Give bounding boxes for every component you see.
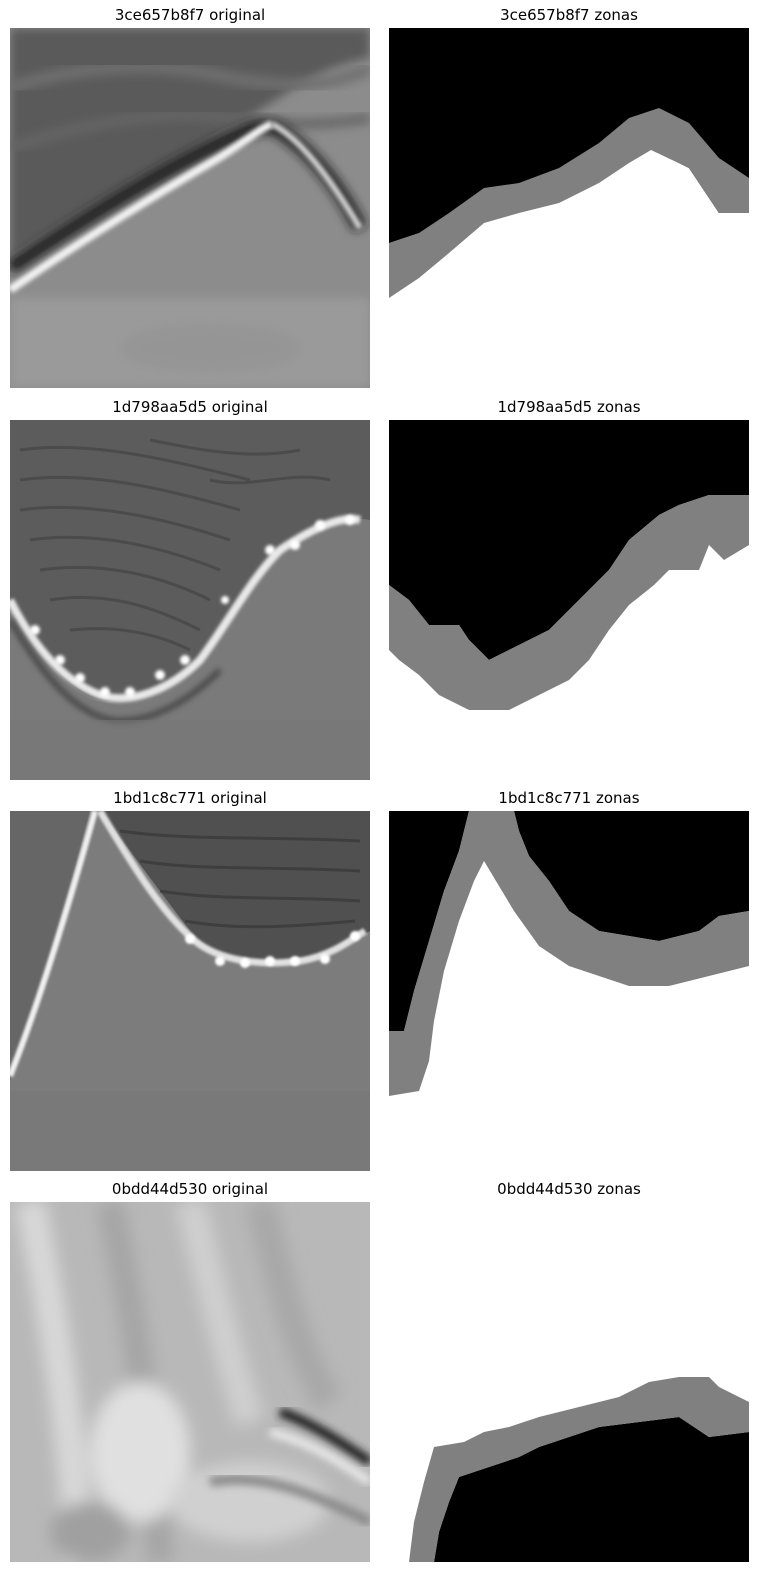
panel-title-6: 1bd1c8c771 zonas bbox=[498, 789, 640, 807]
zone-mask-2 bbox=[389, 420, 749, 780]
zone-mask-4 bbox=[389, 1202, 749, 1562]
seismic-image-4 bbox=[10, 1202, 370, 1562]
zone-mask-1 bbox=[389, 28, 749, 388]
panel-title-3: 1d798aa5d5 original bbox=[112, 398, 268, 416]
zone-mask-3 bbox=[389, 811, 749, 1171]
panel-title-4: 1d798aa5d5 zonas bbox=[497, 398, 641, 416]
panel-title-8: 0bdd44d530 zonas bbox=[497, 1180, 641, 1198]
seismic-image-1 bbox=[10, 28, 370, 388]
panel-title-1: 3ce657b8f7 original bbox=[114, 6, 266, 24]
panel-title-7: 0bdd44d530 original bbox=[111, 1180, 269, 1198]
seismic-image-3 bbox=[10, 811, 370, 1171]
panel-title-5: 1bd1c8c771 original bbox=[113, 789, 267, 807]
seismic-image-2 bbox=[10, 420, 370, 780]
panel-title-2: 3ce657b8f7 zonas bbox=[500, 6, 638, 24]
